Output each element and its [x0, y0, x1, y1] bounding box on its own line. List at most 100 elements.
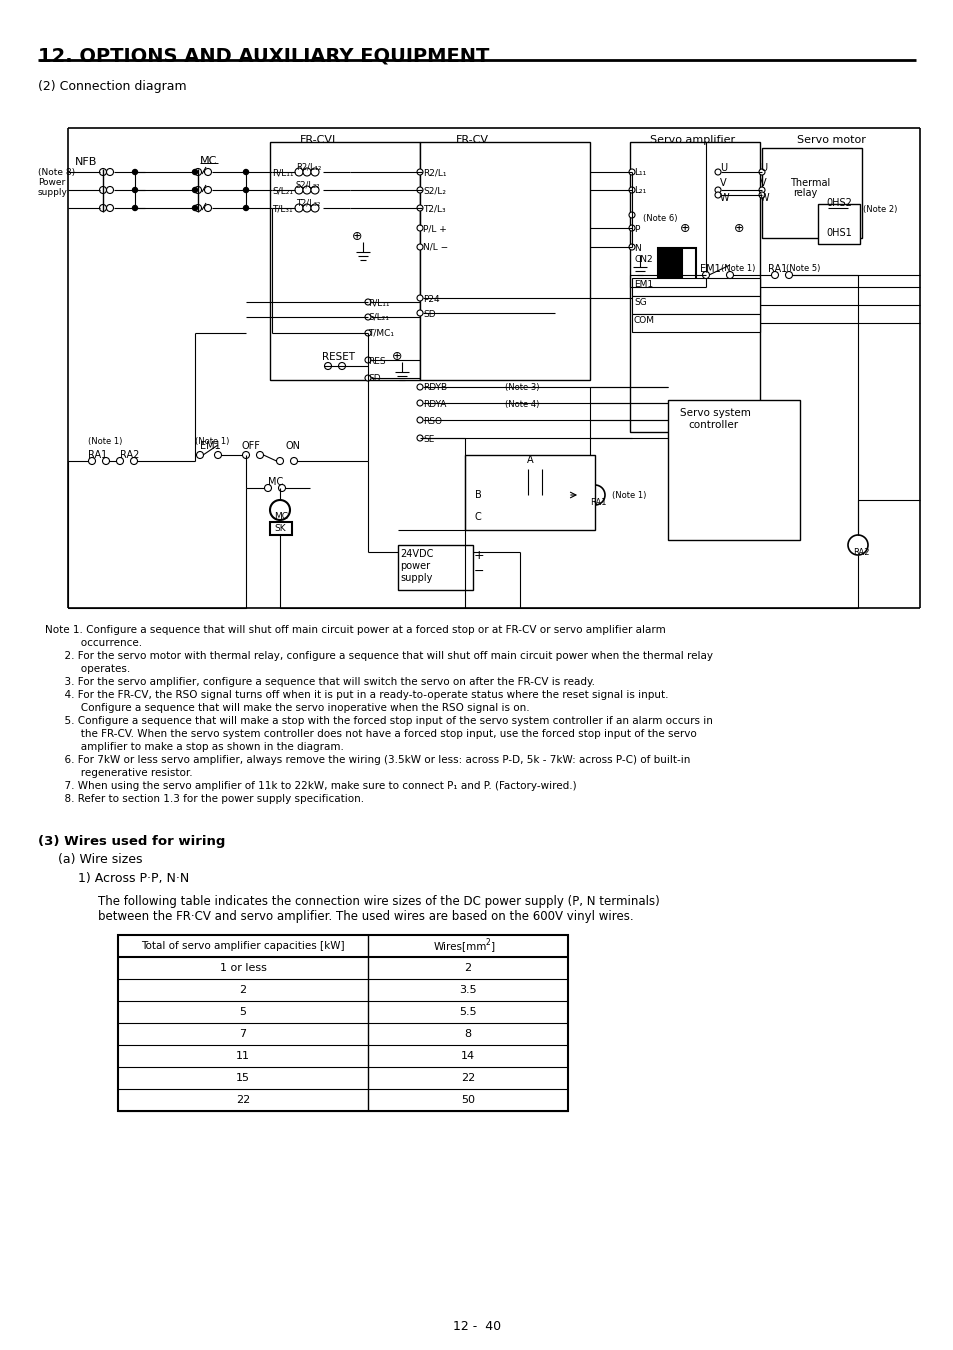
Text: FR-CV: FR-CV [455, 135, 488, 144]
Text: U: U [760, 163, 766, 173]
Circle shape [416, 310, 422, 316]
Circle shape [243, 188, 248, 193]
Circle shape [823, 232, 831, 239]
Text: 50: 50 [460, 1095, 475, 1106]
Text: S/L₂₁: S/L₂₁ [272, 188, 293, 196]
Text: 5. Configure a sequence that will make a stop with the forced stop input of the : 5. Configure a sequence that will make a… [45, 716, 712, 726]
Circle shape [628, 212, 635, 217]
Text: 5: 5 [239, 1007, 246, 1017]
Circle shape [726, 271, 733, 278]
Text: power: power [399, 562, 430, 571]
Circle shape [193, 170, 197, 174]
Text: (Note 1): (Note 1) [194, 437, 229, 446]
Circle shape [264, 485, 272, 491]
Text: 12 -  40: 12 - 40 [453, 1320, 500, 1332]
Text: regenerative resistor.: regenerative resistor. [45, 768, 193, 778]
Circle shape [131, 458, 137, 464]
Text: Servo motor: Servo motor [796, 135, 865, 144]
Text: 3.5: 3.5 [458, 986, 476, 995]
Text: W: W [720, 193, 729, 202]
Circle shape [243, 170, 248, 174]
Circle shape [243, 205, 248, 211]
Text: (Note 2): (Note 2) [862, 205, 897, 215]
Circle shape [324, 363, 331, 370]
Text: T2/L₃₂: T2/L₃₂ [295, 198, 320, 208]
Text: −: − [474, 566, 484, 578]
Text: A: A [526, 455, 533, 464]
Text: 14: 14 [460, 1052, 475, 1061]
Circle shape [204, 204, 212, 212]
Text: MC: MC [200, 157, 217, 166]
Text: ]: ] [491, 941, 495, 950]
Text: MC: MC [268, 477, 283, 487]
Text: 22: 22 [235, 1095, 250, 1106]
Text: 2: 2 [239, 986, 246, 995]
Text: T/L₃₁: T/L₃₁ [272, 205, 293, 215]
Text: V: V [760, 178, 766, 188]
Text: 24VDC: 24VDC [399, 549, 433, 559]
Text: Wires[mm: Wires[mm [433, 941, 486, 950]
Bar [629, 142, 760, 432]
Text: 8. Refer to section 1.3 for the power supply specification.: 8. Refer to section 1.3 for the power su… [45, 794, 364, 805]
Circle shape [214, 451, 221, 459]
Circle shape [524, 462, 531, 468]
Text: RA1: RA1 [88, 450, 107, 460]
Circle shape [294, 186, 303, 194]
Text: RDYB: RDYB [422, 383, 447, 392]
Text: 4. For the FR-CV, the RSO signal turns off when it is put in a ready-to-operate : 4. For the FR-CV, the RSO signal turns o… [45, 690, 668, 701]
Circle shape [759, 188, 764, 193]
Text: T2/L₃: T2/L₃ [422, 205, 445, 215]
Text: Configure a sequence that will make the servo inoperative when the RSO signal is: Configure a sequence that will make the … [45, 703, 529, 713]
Text: (Note 4): (Note 4) [504, 400, 538, 409]
Circle shape [416, 225, 422, 231]
Circle shape [194, 186, 201, 193]
Text: 8: 8 [464, 1029, 471, 1040]
Text: R/L₁₁: R/L₁₁ [272, 169, 294, 178]
Circle shape [486, 491, 493, 498]
Text: NFB: NFB [75, 157, 97, 167]
Bar [118, 936, 567, 1111]
Text: operates.: operates. [45, 664, 131, 674]
Text: L₁₁: L₁₁ [634, 167, 645, 177]
Text: S2/L₂₂: S2/L₂₂ [295, 181, 320, 190]
Text: (Note 1): (Note 1) [720, 265, 755, 273]
Text: occurrence.: occurrence. [45, 639, 142, 648]
Circle shape [193, 205, 197, 211]
Circle shape [311, 204, 318, 212]
Text: MC: MC [274, 512, 288, 521]
Text: EM1: EM1 [200, 441, 220, 451]
Text: The following table indicates the connection wire sizes of the DC power supply (: The following table indicates the connec… [98, 895, 659, 909]
Circle shape [365, 356, 371, 363]
Circle shape [416, 435, 422, 441]
Text: SE: SE [422, 435, 434, 444]
Circle shape [416, 383, 422, 390]
Text: 2: 2 [485, 938, 490, 946]
Circle shape [291, 458, 297, 464]
Text: ON: ON [286, 441, 301, 451]
Circle shape [89, 458, 95, 464]
Text: +: + [474, 549, 484, 562]
Text: RSO: RSO [422, 417, 441, 427]
Text: Servo amplifier: Servo amplifier [649, 135, 735, 144]
Bar [817, 204, 859, 244]
Text: 1 or less: 1 or less [219, 963, 266, 973]
Text: 6. For 7kW or less servo amplifier, always remove the wiring (3.5kW or less: acr: 6. For 7kW or less servo amplifier, alwa… [45, 755, 690, 765]
Text: S/L₂₁: S/L₂₁ [368, 313, 389, 323]
Text: EM1: EM1 [634, 279, 653, 289]
Text: between the FR·CV and servo amplifier. The used wires are based on the 600V viny: between the FR·CV and servo amplifier. T… [98, 910, 633, 923]
Text: Thermal: Thermal [789, 178, 829, 188]
Bar [270, 142, 419, 379]
Text: RES: RES [368, 356, 385, 366]
Text: N: N [634, 244, 640, 252]
Text: V: V [720, 178, 726, 188]
Circle shape [416, 169, 422, 176]
Text: RESET: RESET [322, 352, 355, 362]
Text: 22: 22 [460, 1073, 475, 1083]
Circle shape [486, 514, 493, 521]
Bar [658, 248, 679, 293]
Text: Power: Power [38, 178, 65, 188]
Text: (3) Wires used for wiring: (3) Wires used for wiring [38, 836, 225, 848]
Text: P/L +: P/L + [422, 225, 446, 234]
Circle shape [116, 458, 123, 464]
Text: RDYA: RDYA [422, 400, 446, 409]
